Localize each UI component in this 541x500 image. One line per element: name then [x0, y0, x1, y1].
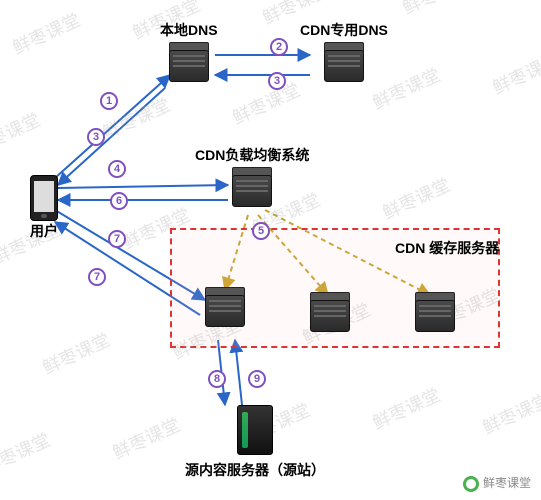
- server-icon: [305, 290, 355, 340]
- step-8: 8: [208, 370, 226, 388]
- step-3: 3: [87, 128, 105, 146]
- footer-logo: 鲜枣课堂: [463, 474, 531, 492]
- server-icon: [227, 165, 277, 215]
- local-dns-label: 本地DNS: [160, 20, 218, 40]
- node-cache-b: [305, 290, 355, 340]
- lb-label: CDN负载均衡系统: [195, 145, 309, 165]
- step-1: 1: [100, 92, 118, 110]
- step-2: 2: [270, 38, 288, 56]
- server-icon: [319, 40, 369, 90]
- node-lb: CDN负载均衡系统: [195, 145, 309, 215]
- step-4: 4: [108, 160, 126, 178]
- node-user: 用户: [30, 175, 58, 241]
- footer-text: 鲜枣课堂: [483, 476, 531, 490]
- node-cache-a: [200, 285, 250, 335]
- step-5: 5: [252, 222, 270, 240]
- step-6: 6: [110, 192, 128, 210]
- step-3: 3: [268, 72, 286, 90]
- cache-label: CDN 缓存服务器: [395, 238, 499, 258]
- node-origin: 源内容服务器（源站）: [185, 400, 325, 480]
- phone-icon: [30, 175, 58, 221]
- logo-icon: [463, 476, 479, 492]
- origin-label: 源内容服务器（源站）: [185, 460, 325, 480]
- server-icon: [410, 290, 460, 340]
- step-7: 7: [88, 268, 106, 286]
- node-local-dns: 本地DNS: [160, 20, 218, 90]
- step-9: 9: [248, 370, 266, 388]
- server-icon: [200, 285, 250, 335]
- tower-icon: [233, 400, 278, 460]
- cdn-dns-label: CDN专用DNS: [300, 20, 388, 40]
- user-label: 用户: [30, 221, 58, 241]
- node-cache-c: [410, 290, 460, 340]
- step-7: 7: [108, 230, 126, 248]
- cache-group-label: CDN 缓存服务器: [395, 238, 499, 258]
- server-icon: [164, 40, 214, 90]
- node-cdn-dns: CDN专用DNS: [300, 20, 388, 90]
